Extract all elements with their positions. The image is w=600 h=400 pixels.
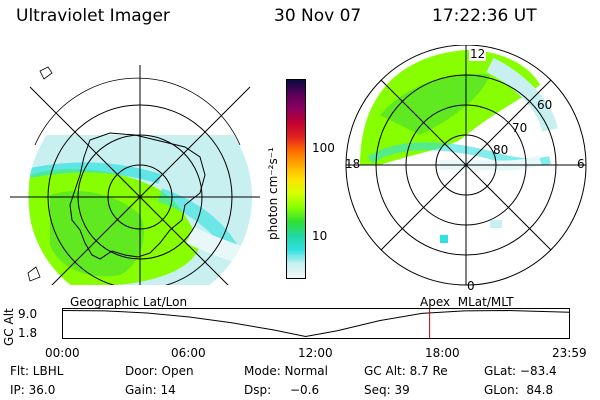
strip-frame [62,308,570,339]
altitude-series-line [62,309,570,338]
strip-ytick-low: 1.8 [18,326,38,340]
instrument-title: Ultraviolet Imager [16,6,170,26]
right-map-label: Apex MLat/MLT [420,295,514,309]
lat-label-70: 70 [512,121,528,135]
filter-info: Flt: LBHL [10,364,64,378]
glon-info: GLon: 84.8 [484,383,554,397]
mlt-label-6: 6 [577,157,585,171]
lat-label-60: 60 [537,98,553,112]
colorbar-tick-100: 100 [312,141,335,155]
dsp-value: −0.6 [290,383,320,397]
left-map-label: Geographic Lat/Lon [70,295,188,309]
antarctica-coastline [69,132,206,260]
mlt-label-12: 12 [469,47,487,61]
door-info: Door: Open [125,364,194,378]
gain-info: Gain: 14 [125,383,176,397]
strip-xtick-1: 06:00 [171,346,206,360]
strip-xtick-3: 18:00 [425,346,460,360]
colorbar [286,79,306,279]
seq-info: Seq: 39 [364,383,410,397]
date-label: 30 Nov 07 [274,6,362,26]
strip-xtick-4: 23:59 [552,346,587,360]
ip-info: IP: 36.0 [10,383,56,397]
gc-alt-info: GC Alt: 8.7 Re [364,364,448,378]
colorbar-tick-10: 10 [312,229,328,243]
magnetic-map [345,45,587,286]
lat-label-80: 80 [493,143,509,157]
glat-info: GLat: −83.4 [484,364,557,378]
strip-ytick-high: 9.0 [18,307,38,321]
strip-axis-label: GC Alt [2,308,16,346]
strip-xtick-2: 12:00 [298,346,333,360]
colorbar-unit-label: photon cm⁻²s⁻¹ [266,147,280,240]
geographic-map [10,65,260,285]
time-label: 17:22:36 UT [432,6,537,26]
dsp-label: Dsp: [244,383,272,397]
right-aurora-image [360,50,558,243]
altitude-strip-plot [62,308,570,339]
left-aurora-image [28,135,252,285]
mode-info: Mode: Normal [244,364,328,378]
mlt-label-0: 0 [467,279,475,293]
mlt-label-18: 18 [345,157,361,171]
strip-xtick-0: 00:00 [45,346,80,360]
